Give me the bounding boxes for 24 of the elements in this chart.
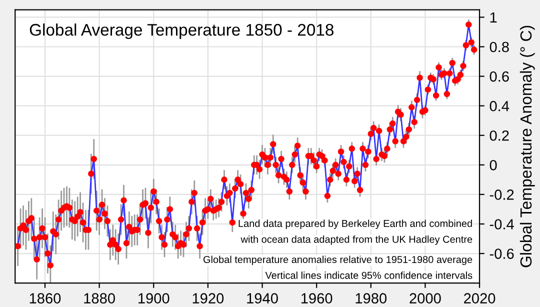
x-tick-label: 1960 — [301, 293, 332, 304]
x-tick-label: 1980 — [356, 293, 387, 304]
y-tick-label: -0.2 — [490, 190, 514, 200]
y-tick-label: 0.2 — [490, 130, 509, 141]
y-tick-label: 0.6 — [490, 71, 509, 82]
x-tick-label: 1880 — [84, 293, 115, 304]
y-tick-label: 0 — [490, 160, 497, 170]
x-tick-label: 1860 — [30, 293, 61, 304]
y-tick-label: 1 — [490, 12, 497, 22]
y-axis-title: Global Temperature Anomaly (° C) — [520, 26, 535, 268]
text: Global Average Temperature 1850 - 2018 — [30, 23, 334, 40]
annotation: Vertical lines indicate 95% confidence intervals — [265, 272, 472, 279]
x-tick-label: 1900 — [138, 293, 170, 304]
y-tick-label: -0.4 — [490, 219, 514, 230]
annotation: with ocean data adapted from the UK Hadley Centre — [240, 235, 472, 245]
y-tick-label: 0.4 — [490, 100, 510, 112]
annotation: Land data prepared by Berkeley Earth and combined — [238, 220, 472, 229]
y-tick-label: -0.6 — [490, 248, 514, 259]
x-tick-label: 1920 — [192, 293, 224, 304]
y-tick-label: 0.8 — [490, 42, 509, 52]
x-tick-label: 2000 — [410, 293, 441, 304]
x-tick-label: 2020 — [464, 293, 496, 304]
annotation: Global temperature anomalies relative to 1951-1980 average — [203, 256, 472, 266]
x-tick-label: 1940 — [247, 293, 278, 304]
